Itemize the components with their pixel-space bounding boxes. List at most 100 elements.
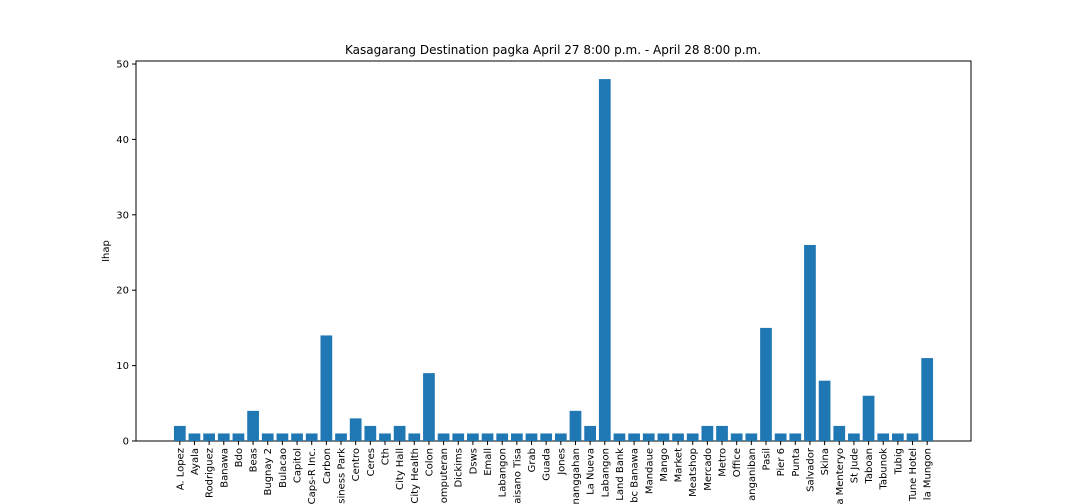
x-tick-label: Mercado [703,448,714,491]
bar [247,410,259,441]
y-tick-label: 20 [116,286,129,297]
bar [437,433,450,441]
x-tick-label: Tune Hotel [908,448,919,502]
x-tick-label: Emall [483,448,494,476]
bar [232,433,245,441]
bar [730,433,743,441]
bar [467,433,479,441]
x-tick-label: omputeran [439,448,450,503]
x-tick-label: Pier 6 [776,448,787,476]
bar [305,433,318,441]
y-tick-label: 50 [116,60,129,71]
y-tick-label: 40 [116,135,129,146]
x-tick-label: Jones [556,448,567,476]
bar [364,425,377,441]
x-tick-label: Capitol [293,448,304,483]
bar [657,433,670,441]
x-tick-label: aisano Tisa [512,448,523,504]
x-tick-label: Labangon [600,448,611,497]
x-tick-label: St Jude [849,448,860,483]
bar [701,425,714,441]
bar [393,425,406,441]
x-tick-label: nanggahan [571,448,582,504]
x-tick-label: Office [732,448,743,477]
bar [349,418,362,441]
x-tick-label: Grab [527,448,538,472]
y-tick-label: 10 [116,361,129,372]
bar [745,433,758,441]
plot-frame [135,60,972,442]
bar [642,433,655,441]
x-tick-label: Salvador [805,447,816,492]
x-tick-label: Metro [718,448,729,477]
x-tick-label: Meatshop [688,448,699,497]
x-tick-label: Skina [820,448,831,475]
x-tick-label: isiness Park [337,448,348,504]
x-tick-label: anganiban [747,448,758,501]
x-tick-label: Cth [380,448,391,465]
bar [261,433,274,441]
bar [833,425,846,441]
bar [173,425,186,441]
bar [760,327,772,441]
bar [716,425,728,441]
x-tick-label: Tubig [893,448,904,475]
bar [320,335,333,441]
bar [672,433,684,441]
x-tick-label: Punta [791,448,802,477]
x-tick-label: Market [674,448,685,482]
x-tick-label: Dsws [468,448,479,474]
bar [452,433,465,441]
bar [818,380,831,441]
x-tick-label: Ayala [190,448,201,475]
bar [379,433,391,441]
y-tick-label: 30 [116,210,129,221]
x-tick-label: la Mungon [923,448,934,500]
x-tick-label: bc Banawa [630,448,641,503]
bar [291,433,303,441]
bar [511,433,523,441]
x-tick-label: Rodriguez [205,448,216,498]
x-tick-label: A. Lopez [175,448,186,490]
x-tick-label: Centro [351,448,362,481]
bar [892,433,904,441]
x-tick-label: Dickims [454,448,465,488]
bar [613,433,626,441]
x-tick-label: Mango [659,448,670,482]
x-tick-label: Pasil [761,448,772,470]
bar [481,433,494,441]
x-tick-label: Ceres [366,448,377,476]
bar [877,433,890,441]
x-tick-label: Labangon [498,448,509,497]
bar [921,358,934,441]
x-tick-label: Mandaue [644,448,655,494]
bar [848,433,860,441]
x-tick-label: Tabunok [879,448,890,491]
chart-title: Kasagarang Destination pagka April 27 8:… [345,43,761,57]
bar [569,410,582,441]
bar [906,433,919,441]
bar [188,433,201,441]
bar [496,433,509,441]
x-tick-label: Taboan [864,448,875,485]
x-tick-label: Caps-R Inc. [307,448,318,504]
x-tick-label: Beas [249,448,260,472]
bar [335,433,347,441]
bar [598,79,611,441]
bar [789,433,802,441]
bar [525,433,538,441]
bar [554,433,567,441]
x-tick-label: Banawa [219,448,230,488]
y-tick-label: 0 [123,437,129,448]
x-tick-label: Bulacao [278,448,289,488]
x-tick-label: La Nueva [586,448,597,495]
bar [276,433,289,441]
bar [862,395,875,441]
bar [804,244,816,441]
x-tick-label: Colon [424,448,435,476]
bar [686,433,699,441]
bar [540,433,553,441]
bar [217,433,230,441]
bar [628,433,640,441]
